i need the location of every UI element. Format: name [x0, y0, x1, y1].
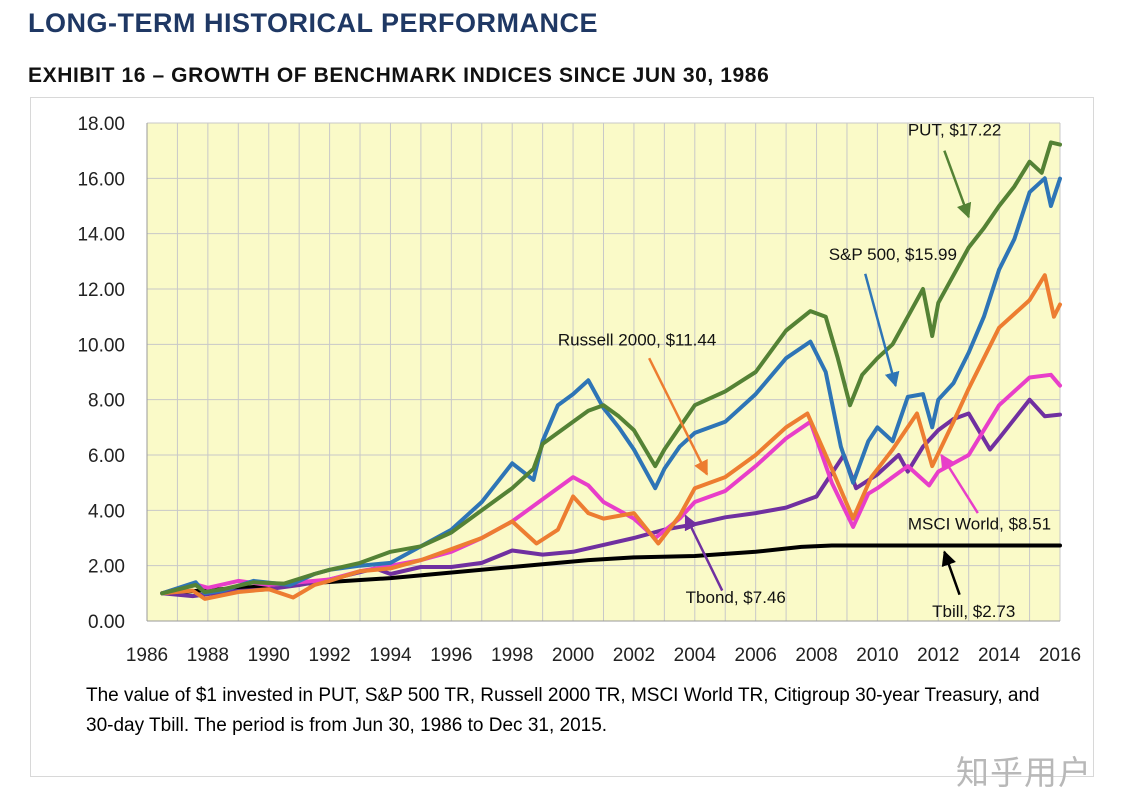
x-tick-label: 2008: [795, 645, 837, 666]
y-tick-label: 2.00: [88, 557, 125, 578]
annotation-label: Tbond, $7.46: [686, 588, 786, 607]
x-tick-label: 1992: [308, 645, 350, 666]
x-tick-label: 2012: [917, 645, 959, 666]
x-tick-label: 2016: [1039, 645, 1081, 666]
axes: 0.00 2.00 4.00 6.00 8.00 10.00 12.00 14.00 16.00…: [77, 114, 1081, 666]
annotation-arrow: [941, 550, 961, 596]
y-tick-label: 18.00: [77, 114, 125, 135]
x-tick-label: 2014: [978, 645, 1021, 666]
series-line-s-p-500: [160, 176, 1062, 596]
figure-caption: The value of $1 invested in PUT, S&P 500…: [86, 685, 1040, 736]
x-tick-label: 2000: [552, 645, 594, 666]
annotation-arrow: [684, 514, 724, 592]
series-line-put: [160, 140, 1062, 596]
series-lines: [160, 140, 1062, 601]
annotation-label: MSCI World, $8.51: [908, 515, 1051, 534]
annotation-label: PUT, $17.22: [908, 120, 1002, 139]
x-tick-label: 2004: [674, 645, 717, 666]
x-tick-label: 1986: [126, 645, 168, 666]
annotation-label: S&P 500, $15.99: [829, 245, 957, 264]
x-tick-label: 2006: [735, 645, 777, 666]
series-line-russell-2000: [160, 273, 1062, 601]
y-tick-label: 12.00: [77, 280, 125, 301]
chart-frame: [30, 97, 1094, 777]
series-line-tbill: [160, 543, 1062, 596]
x-tick-label: 1990: [248, 645, 290, 666]
annotation-arrow: [940, 453, 979, 514]
exhibit-title: EXHIBIT 16 – GROWTH OF BENCHMARK INDICES…: [28, 64, 770, 87]
x-tick-label: 1994: [369, 645, 412, 666]
x-tick-label: 2002: [613, 645, 655, 666]
x-tick-label: 1996: [430, 645, 472, 666]
y-tick-label: 8.00: [88, 391, 125, 412]
x-tick-label: 1998: [491, 645, 533, 666]
x-tick-label: 1988: [187, 645, 229, 666]
annotation-label: Tbill, $2.73: [932, 602, 1015, 621]
page-title: LONG-TERM HISTORICAL PERFORMANCE: [28, 8, 599, 38]
watermark: 知乎用户: [956, 754, 1092, 791]
y-tick-label: 4.00: [88, 501, 125, 522]
y-tick-label: 0.00: [88, 612, 125, 633]
annotation-arrow: [648, 357, 709, 476]
y-tick-label: 14.00: [77, 225, 125, 246]
y-tick-label: 10.00: [77, 335, 125, 356]
annotation-arrow: [864, 273, 900, 388]
annotations: PUT, $17.22 S&P 500, $15.99 Russell 2000, …: [558, 120, 1051, 620]
y-tick-label: 16.00: [77, 169, 125, 190]
growth-line-chart: 0.00 2.00 4.00 6.00 8.00 10.00 12.00 14.00 16.00…: [77, 114, 1081, 666]
annotation-label: Russell 2000, $11.44: [558, 331, 716, 350]
x-tick-label: 2010: [856, 645, 898, 666]
y-tick-label: 6.00: [88, 446, 125, 467]
annotation-arrow: [943, 150, 972, 219]
